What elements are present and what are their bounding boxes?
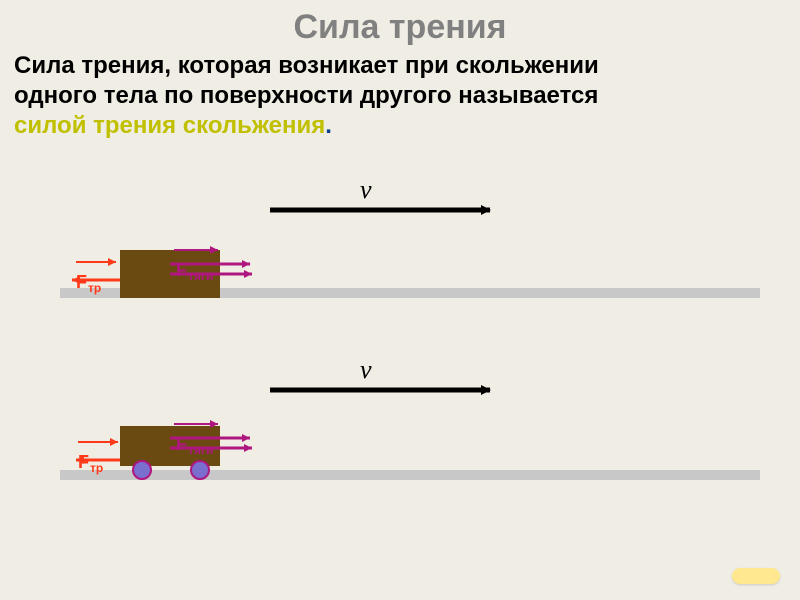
svg-text:F: F [176, 260, 187, 280]
period: . [325, 112, 332, 139]
wheel [133, 461, 151, 479]
svg-text:тяги: тяги [188, 443, 213, 457]
slide: Сила трения Сила трения, которая возника… [0, 0, 800, 600]
definition-text: Сила трения, которая возникает при сколь… [0, 47, 800, 143]
svg-text:F: F [176, 434, 187, 454]
velocity-label: v [360, 355, 372, 384]
physics-diagram: vFтрFтягиvFтрFтяги [0, 180, 800, 600]
svg-text:тяги: тяги [188, 269, 213, 283]
svg-text:тр: тр [88, 281, 101, 295]
highlight-term: силой трения скольжения [14, 112, 325, 139]
body-line2: одного тела по поверхности другого назыв… [14, 82, 598, 109]
svg-text:F: F [78, 452, 89, 472]
wheel [191, 461, 209, 479]
velocity-label: v [360, 180, 372, 204]
page-title: Сила трения [0, 0, 800, 47]
svg-text:тр: тр [90, 461, 103, 475]
body-line1: Сила трения, которая возникает при сколь… [14, 52, 599, 79]
diagram-area: vFтрFтягиvFтрFтяги [0, 180, 800, 600]
surface [60, 470, 760, 480]
next-button[interactable] [732, 568, 780, 584]
svg-text:F: F [76, 272, 87, 292]
